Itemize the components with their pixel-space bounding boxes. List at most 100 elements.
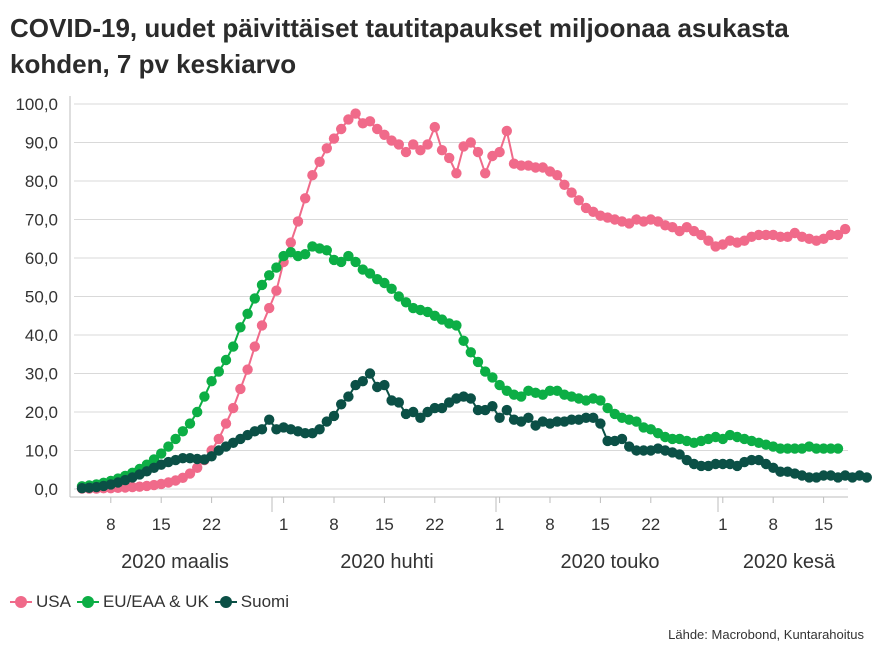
- data-point: [415, 412, 426, 423]
- data-point: [595, 418, 606, 429]
- data-point: [746, 454, 757, 466]
- data-point: [192, 406, 203, 418]
- data-point: [494, 146, 505, 158]
- data-point: [451, 168, 462, 179]
- data-point: [818, 470, 829, 481]
- data-point: [782, 443, 793, 454]
- data-point: [710, 458, 721, 470]
- legend-swatch: [10, 595, 32, 609]
- y-tick-label: 80,0: [25, 172, 58, 191]
- data-point: [465, 393, 476, 404]
- data-point: [530, 162, 541, 173]
- data-point: [148, 454, 160, 465]
- data-point: [235, 322, 246, 333]
- data-point: [192, 462, 203, 473]
- data-point: [487, 401, 498, 412]
- data-point: [825, 443, 836, 454]
- data-point: [631, 445, 642, 456]
- data-point: [386, 283, 397, 294]
- data-point: [213, 366, 224, 377]
- x-tick-label: 22: [425, 515, 444, 534]
- data-point: [264, 302, 275, 314]
- x-tick-label: 22: [202, 515, 221, 534]
- data-point: [343, 114, 354, 125]
- data-point: [336, 123, 347, 135]
- data-point: [336, 256, 347, 268]
- data-point: [832, 443, 844, 454]
- chart-title: COVID-19, uudet päivittäiset tautitapauk…: [10, 13, 789, 79]
- data-point: [264, 270, 275, 281]
- data-point: [580, 412, 592, 423]
- data-point: [321, 245, 332, 256]
- y-tick-label: 70,0: [25, 211, 58, 230]
- legend-item: USA: [10, 592, 71, 612]
- data-point: [379, 379, 390, 391]
- data-point: [364, 116, 376, 127]
- data-point: [170, 433, 181, 445]
- data-point: [760, 229, 772, 241]
- legend-swatch: [214, 595, 237, 609]
- data-point: [588, 412, 599, 423]
- data-point: [400, 146, 412, 158]
- data-point: [336, 399, 347, 410]
- data-point: [408, 139, 419, 150]
- data-point: [379, 277, 390, 289]
- data-point: [364, 368, 376, 379]
- data-point: [472, 356, 484, 368]
- month-label: 2020 kesä: [743, 551, 836, 573]
- data-point: [832, 229, 844, 241]
- y-tick-label: 60,0: [25, 249, 58, 268]
- legend-label: USA: [36, 592, 71, 611]
- data-point: [465, 347, 476, 358]
- data-point: [314, 424, 325, 435]
- data-point: [753, 229, 764, 241]
- month-label: 2020 huhti: [340, 551, 433, 573]
- data-point: [429, 121, 440, 133]
- y-tick-label: 0,0: [34, 480, 58, 499]
- data-point: [350, 108, 361, 119]
- data-point: [156, 448, 167, 459]
- data-point: [256, 424, 268, 435]
- data-point: [566, 414, 577, 425]
- legend: USA EU/EAA & UK Suomi: [10, 590, 295, 614]
- data-point: [429, 402, 440, 414]
- y-tick-label: 50,0: [25, 288, 58, 307]
- month-label: 2020 maalis: [121, 551, 229, 573]
- legend-label: Suomi: [240, 592, 289, 611]
- month-label: 2020 touko: [561, 551, 660, 573]
- data-point: [602, 402, 613, 414]
- data-point: [775, 443, 786, 454]
- data-point: [674, 449, 685, 460]
- data-point: [184, 468, 196, 479]
- y-tick-label: 90,0: [25, 134, 58, 153]
- data-point: [314, 156, 325, 167]
- data-point: [285, 237, 296, 248]
- series-usa: [76, 108, 851, 494]
- data-point: [825, 229, 836, 241]
- data-point: [357, 376, 368, 387]
- data-point: [400, 297, 412, 308]
- data-point: [480, 366, 491, 377]
- data-point: [444, 152, 455, 164]
- data-point: [393, 139, 404, 150]
- source-note: Lähde: Macrobond, Kuntarahoitus: [668, 627, 864, 642]
- x-tick-label: 1: [495, 515, 504, 534]
- y-tick-label: 30,0: [25, 365, 58, 384]
- data-point: [300, 249, 311, 260]
- data-point: [696, 229, 707, 241]
- data-point: [523, 412, 534, 423]
- data-point: [235, 383, 246, 395]
- data-point: [595, 395, 606, 406]
- data-point: [480, 168, 491, 179]
- data-point: [220, 418, 232, 429]
- data-point: [343, 250, 354, 262]
- x-tick-label: 15: [375, 515, 394, 534]
- data-point: [249, 293, 260, 304]
- series-suomi: [76, 368, 872, 494]
- data-point: [256, 279, 268, 291]
- data-point: [393, 291, 404, 302]
- data-point: [364, 268, 376, 279]
- data-point: [544, 385, 556, 396]
- x-tick-label: 22: [641, 515, 660, 534]
